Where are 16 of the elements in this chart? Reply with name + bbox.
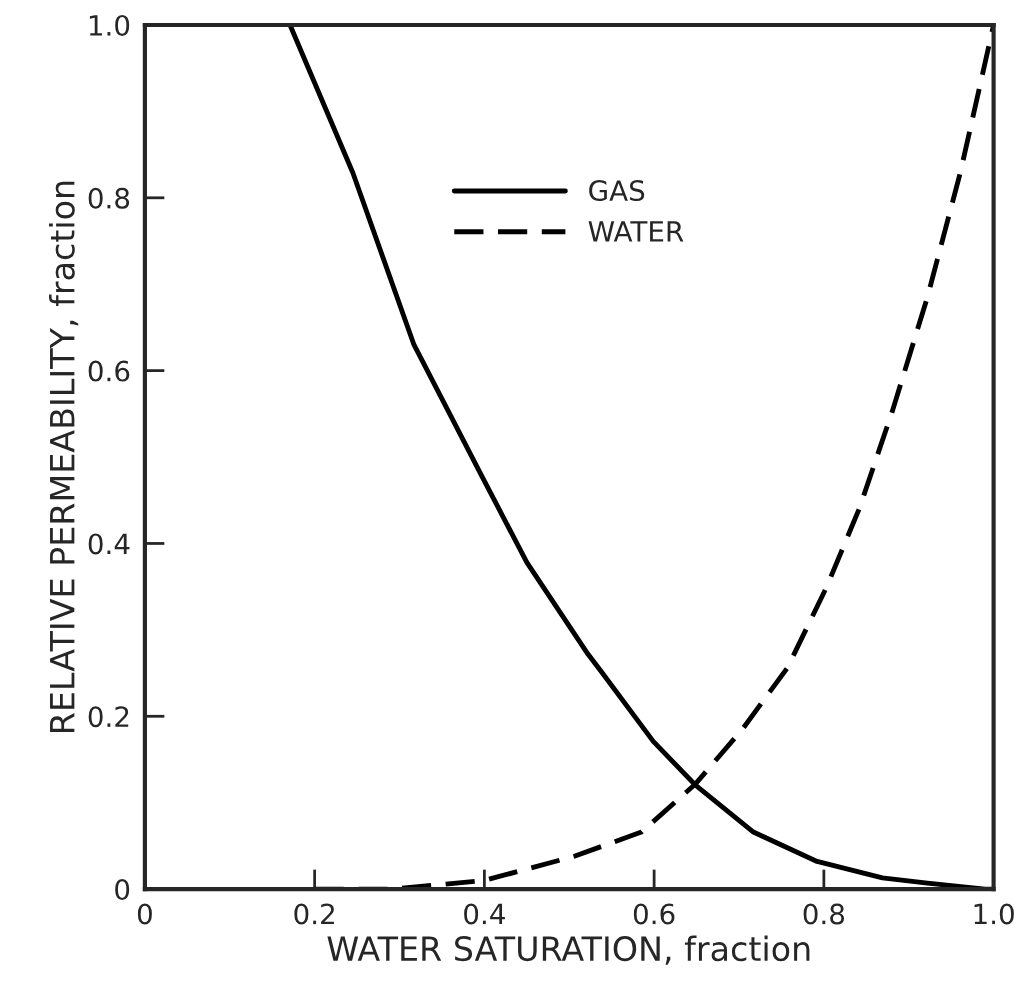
- y-axis-title: RELATIVE PERMEABILITY, fraction: [49, 181, 79, 732]
- y-tick-label: 0.4: [88, 533, 130, 555]
- x-tick-label: 0: [137, 903, 152, 925]
- y-tick-label: 0: [115, 879, 130, 901]
- legend-label: WATER: [588, 221, 684, 242]
- legend-label: GAS: [589, 180, 645, 202]
- x-tick-label: 0.4: [464, 903, 505, 925]
- y-tick-label: 0.8: [88, 187, 130, 209]
- x-tick-label: 0.2: [294, 903, 334, 925]
- y-tick-label: 0.2: [88, 706, 129, 728]
- x-tick-label: 1.0: [974, 903, 1014, 925]
- x-axis-title: WATER SATURATION, fraction: [327, 935, 810, 965]
- y-tick-label: 0.6: [88, 360, 130, 382]
- y-tick-label: 1.0: [89, 14, 130, 36]
- x-tick-label: 0.8: [803, 903, 845, 925]
- x-tick-label: 0.6: [633, 903, 675, 925]
